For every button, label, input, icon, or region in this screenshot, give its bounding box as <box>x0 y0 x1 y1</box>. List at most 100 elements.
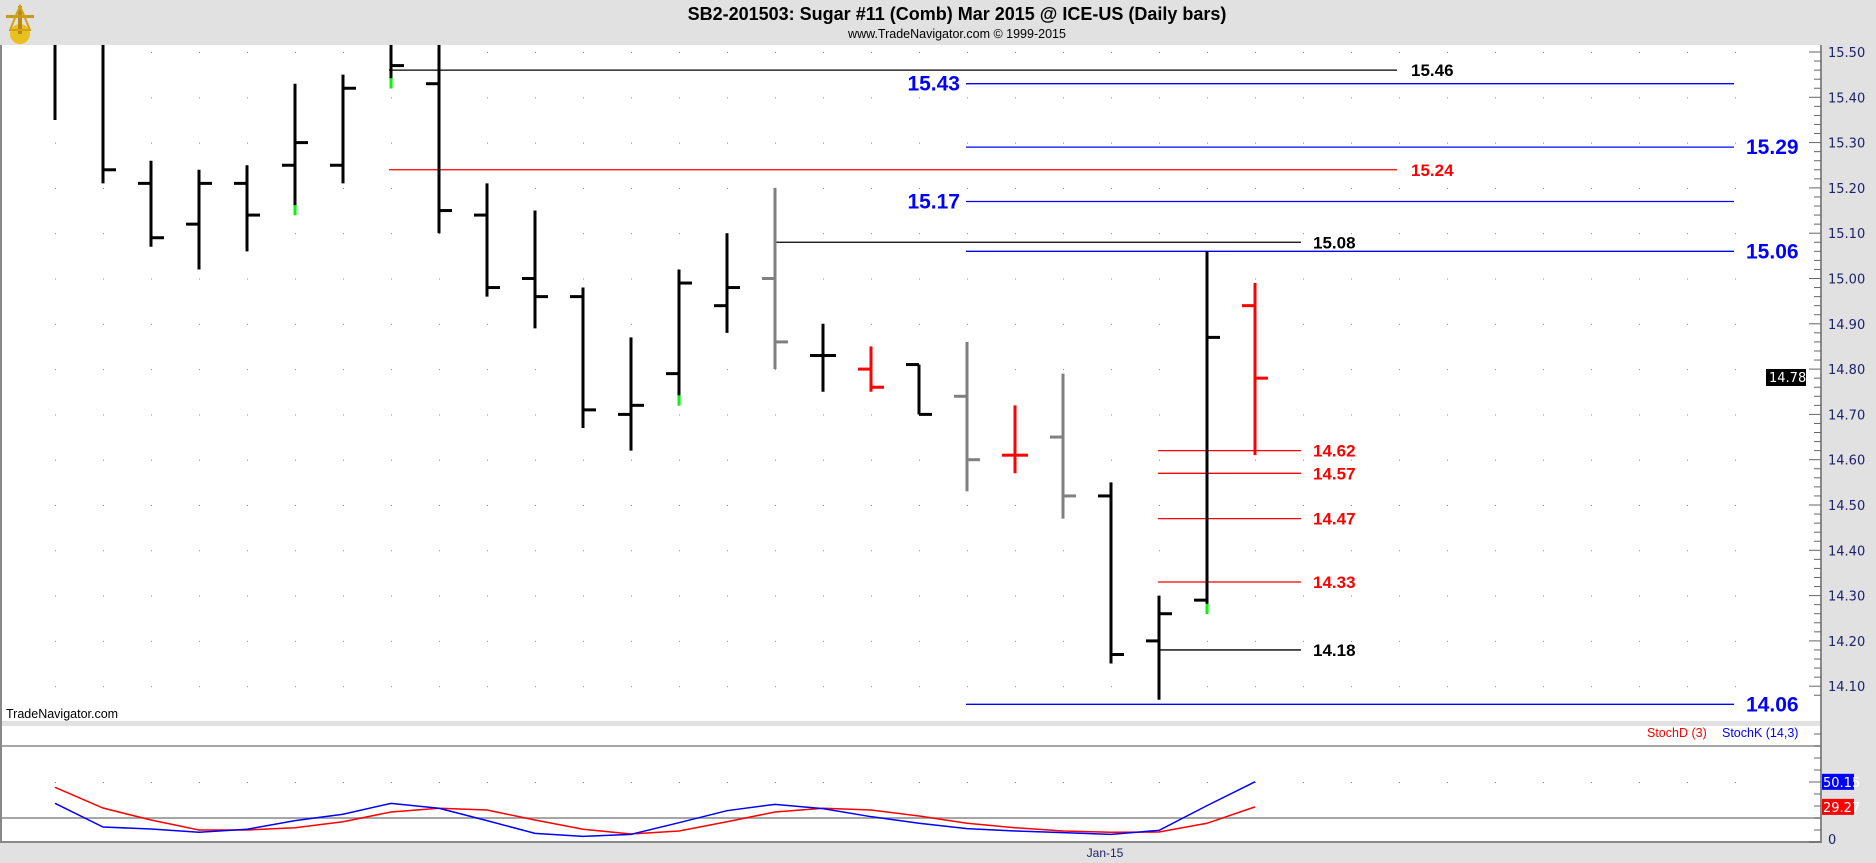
grid-dot <box>631 187 632 189</box>
grid-dot <box>199 414 200 416</box>
grid-dot <box>583 52 584 53</box>
ohlc-bar <box>138 160 164 247</box>
ohlc-bar <box>101 45 116 184</box>
grid-dot <box>55 841 56 842</box>
grid-dot <box>1543 369 1544 371</box>
y-tick-label: 15.40 <box>1828 91 1865 106</box>
ohlc-bar <box>1194 251 1220 614</box>
grid-dot <box>727 505 728 506</box>
grid-dot <box>583 142 584 144</box>
grid-dot <box>1111 52 1112 53</box>
grid-dot <box>343 505 344 506</box>
stoch-series-d <box>54 786 1256 835</box>
grid-dot <box>1303 782 1304 783</box>
grid-dot <box>343 369 344 371</box>
grid-dot <box>1303 187 1304 189</box>
grid-dot <box>967 187 968 189</box>
chart-subtitle: www.TradeNavigator.com © 1999-2015 <box>847 27 1066 41</box>
grid-dot <box>727 550 728 552</box>
grid-dot <box>679 841 680 842</box>
ohlc-bar <box>282 83 308 216</box>
grid-dot <box>1735 414 1736 416</box>
grid-dot <box>1063 595 1064 597</box>
grid-dot <box>1015 97 1016 99</box>
grid-dot <box>1447 369 1448 371</box>
grid-dot <box>823 278 824 280</box>
grid-dot <box>1015 369 1016 371</box>
grid-dot <box>1735 278 1736 280</box>
grid-dot <box>247 841 248 842</box>
grid-dot <box>871 323 872 325</box>
grid-dot <box>151 414 152 416</box>
grid-dot <box>1447 782 1448 783</box>
grid-dot <box>487 841 488 842</box>
grid-dot <box>679 52 680 53</box>
ohlc-bar <box>954 341 980 492</box>
grid-dot <box>151 142 152 144</box>
grid-dot <box>775 550 776 552</box>
grid-dot <box>1591 97 1592 99</box>
grid-dot <box>55 505 56 506</box>
grid-dot <box>1351 369 1352 371</box>
ohlc-bar <box>1146 595 1172 700</box>
grid-dot <box>919 97 920 99</box>
grid-dot <box>151 459 152 461</box>
grid-dot <box>487 550 488 552</box>
level-label: 14.62 <box>1313 442 1356 461</box>
grid-dot <box>823 187 824 189</box>
stoch-value-box <box>1822 798 1854 815</box>
grid-dot <box>1111 414 1112 416</box>
y-tick-label: 14.30 <box>1828 590 1865 605</box>
grid-dot <box>1591 550 1592 552</box>
grid-dot <box>1303 97 1304 99</box>
grid-dot <box>1687 595 1688 597</box>
grid-dot <box>1735 52 1736 53</box>
grid-dot <box>1255 187 1256 189</box>
grid-dot <box>1159 369 1160 371</box>
grid-dot <box>679 550 680 552</box>
price-panel[interactable] <box>0 45 1821 721</box>
grid-dot <box>1543 686 1544 688</box>
grid-dot <box>535 414 536 416</box>
grid-dot <box>391 505 392 506</box>
grid-dot <box>727 459 728 461</box>
grid-dot <box>1687 97 1688 99</box>
grid-dot <box>1207 52 1208 53</box>
grid-dot <box>343 278 344 280</box>
grid-dot <box>199 550 200 552</box>
grid-dot <box>919 686 920 688</box>
level-label: 14.57 <box>1313 464 1356 483</box>
grid-dot <box>1399 505 1400 506</box>
grid-dot <box>823 414 824 416</box>
grid-dot <box>775 505 776 506</box>
grid-dot <box>1303 459 1304 461</box>
grid-dot <box>391 459 392 461</box>
grid-dot <box>1735 640 1736 642</box>
grid-dot <box>103 369 104 371</box>
grid-dot <box>55 782 56 783</box>
grid-dot <box>1591 187 1592 189</box>
grid-dot <box>631 782 632 783</box>
grid-dot <box>1351 233 1352 235</box>
grid-dot <box>1111 142 1112 144</box>
grid-dot <box>1399 640 1400 642</box>
grid-dot <box>631 595 632 597</box>
grid-dot <box>487 142 488 144</box>
grid-dot <box>1303 595 1304 597</box>
grid-dot <box>967 686 968 688</box>
grid-dot <box>871 187 872 189</box>
last-price-tag: 14.78 <box>1766 369 1806 386</box>
grid-dot <box>103 187 104 189</box>
grid-dot <box>1399 233 1400 235</box>
grid-dot <box>295 640 296 642</box>
grid-dot <box>1447 52 1448 53</box>
grid-dot <box>295 505 296 506</box>
grid-dot <box>535 142 536 144</box>
grid-dot <box>1159 841 1160 842</box>
stoch-series-k <box>54 781 1256 838</box>
grid-dot <box>1303 369 1304 371</box>
grid-dot <box>1303 323 1304 325</box>
level-label: 15.46 <box>1411 61 1454 80</box>
grid-dot <box>247 505 248 506</box>
grid-dot <box>55 187 56 189</box>
